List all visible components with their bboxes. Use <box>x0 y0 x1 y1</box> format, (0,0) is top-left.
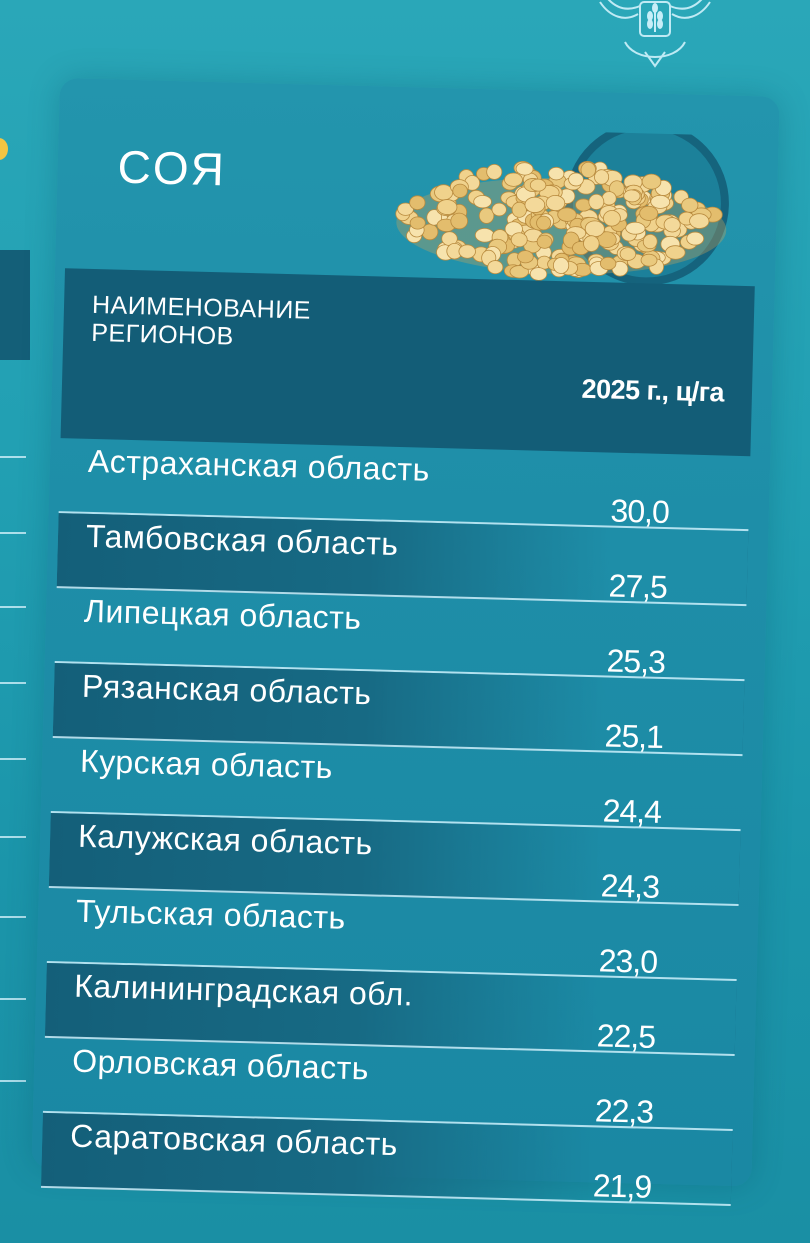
yield-value: 23,0 <box>598 942 658 980</box>
region-name: Астраханская область <box>87 442 431 488</box>
left-panel-divider <box>0 606 26 608</box>
left-panel-divider <box>0 532 26 534</box>
left-panel-divider <box>0 682 26 684</box>
left-panel-edge <box>0 250 30 360</box>
column-header-region: НАИМЕНОВАНИЕ РЕГИОНОВ <box>90 290 312 351</box>
yield-value: 21,9 <box>592 1167 652 1205</box>
region-name: Саратовская область <box>69 1117 399 1163</box>
yield-value: 22,3 <box>594 1092 654 1130</box>
left-panel-divider <box>0 916 26 918</box>
column-header-yield: 2025 г., ц/га <box>581 373 725 408</box>
table-header: НАИМЕНОВАНИЕ РЕГИОНОВ 2025 г., ц/га <box>60 268 755 457</box>
region-name: Курская область <box>79 742 334 786</box>
region-name: Рязанская область <box>81 667 372 712</box>
yield-table-body: Астраханская область 30,0 Тамбовская обл… <box>40 438 751 1206</box>
region-name: Липецкая область <box>83 592 362 637</box>
region-name: Тульская область <box>75 892 347 936</box>
yield-value: 25,3 <box>606 642 666 681</box>
soy-yield-card: СОЯ НАИМЕНОВАНИЕ РЕГИОНОВ 2025 г., ц/га … <box>31 78 780 1206</box>
soybeans-pile-image <box>369 121 743 306</box>
region-name: Тамбовская область <box>85 517 399 563</box>
ministry-emblem-icon <box>590 0 720 72</box>
yield-value: 24,3 <box>600 867 660 905</box>
region-name: Орловская область <box>71 1042 370 1087</box>
left-panel-divider <box>0 836 26 838</box>
left-panel-divider <box>0 998 26 1000</box>
left-panel-divider <box>0 1080 26 1082</box>
region-name: Калужская область <box>77 817 374 862</box>
yield-value: 22,5 <box>596 1017 656 1055</box>
left-panel-divider <box>0 456 26 458</box>
left-panel-dot <box>0 138 8 160</box>
yield-value: 25,1 <box>604 717 664 756</box>
card-title: СОЯ <box>117 140 228 196</box>
yield-value: 30,0 <box>610 492 670 531</box>
left-panel-divider <box>0 758 26 760</box>
region-name: Калининградская обл. <box>73 967 414 1013</box>
yield-value: 27,5 <box>608 567 668 606</box>
yield-value: 24,4 <box>602 792 662 830</box>
